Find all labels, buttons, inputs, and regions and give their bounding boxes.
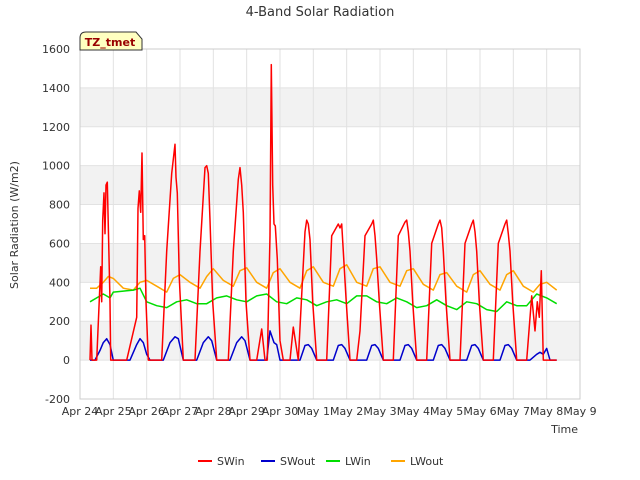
station-tag: TZ_tmet <box>79 31 143 51</box>
y-tick-label: 200 <box>49 315 70 328</box>
x-tick-label: Apr 24 <box>62 405 99 418</box>
legend: SWin SWout LWin LWout <box>198 455 444 468</box>
series-lines <box>89 63 558 361</box>
series-line-lwin <box>89 287 558 313</box>
y-tick-label: 1000 <box>42 160 70 173</box>
legend-label-swout: SWout <box>280 455 316 468</box>
y-tick-label: 600 <box>49 237 70 250</box>
grid-band <box>80 165 580 205</box>
y-tick-label: 400 <box>49 276 70 289</box>
y-tick-label: 1400 <box>42 82 70 95</box>
plot-bands <box>80 87 580 361</box>
legend-label-lwout: LWout <box>410 455 444 468</box>
y-tick-label: 0 <box>63 354 70 367</box>
x-tick-label: Apr 27 <box>162 405 199 418</box>
series-line-lwout <box>90 264 558 293</box>
x-tick-label: May 6 <box>463 405 496 418</box>
station-tag-box <box>79 31 143 51</box>
plot-frame <box>79 48 581 400</box>
x-tick-label: May 2 <box>330 405 363 418</box>
x-axis-label: Time <box>550 423 578 436</box>
legend-label-lwin: LWin <box>345 455 371 468</box>
legend-label-swin: SWin <box>217 455 245 468</box>
y-tick-label: 1200 <box>42 121 70 134</box>
y-tick-labels: -200 0 200 400 600 800 1000 1200 1400 1600 <box>42 43 70 406</box>
y-axis-label: Solar Radiation (W/m2) <box>8 161 21 289</box>
y-tick-label: -200 <box>45 393 70 406</box>
grid-band <box>80 87 580 127</box>
x-tick-label: Apr 26 <box>128 405 165 418</box>
y-tick-label: 1600 <box>42 43 70 56</box>
station-tag-label: TZ_tmet <box>85 36 135 49</box>
x-tick-label: May 4 <box>397 405 430 418</box>
x-tick-label: May 8 <box>530 405 563 418</box>
x-tick-label: May 9 <box>563 405 596 418</box>
y-tick-label: 800 <box>49 199 70 212</box>
x-tick-label: May 3 <box>363 405 396 418</box>
x-tick-label: May 1 <box>297 405 330 418</box>
series-line-swin <box>89 63 557 361</box>
chart-title: 4-Band Solar Radiation <box>246 5 395 20</box>
grid-band <box>80 321 580 361</box>
x-tick-label: May 7 <box>497 405 530 418</box>
x-tick-label: Apr 29 <box>228 405 265 418</box>
x-tick-label: May 5 <box>430 405 463 418</box>
x-tick-label: Apr 25 <box>95 405 132 418</box>
x-tick-label: Apr 28 <box>195 405 232 418</box>
x-tick-label: Apr 30 <box>262 405 299 418</box>
